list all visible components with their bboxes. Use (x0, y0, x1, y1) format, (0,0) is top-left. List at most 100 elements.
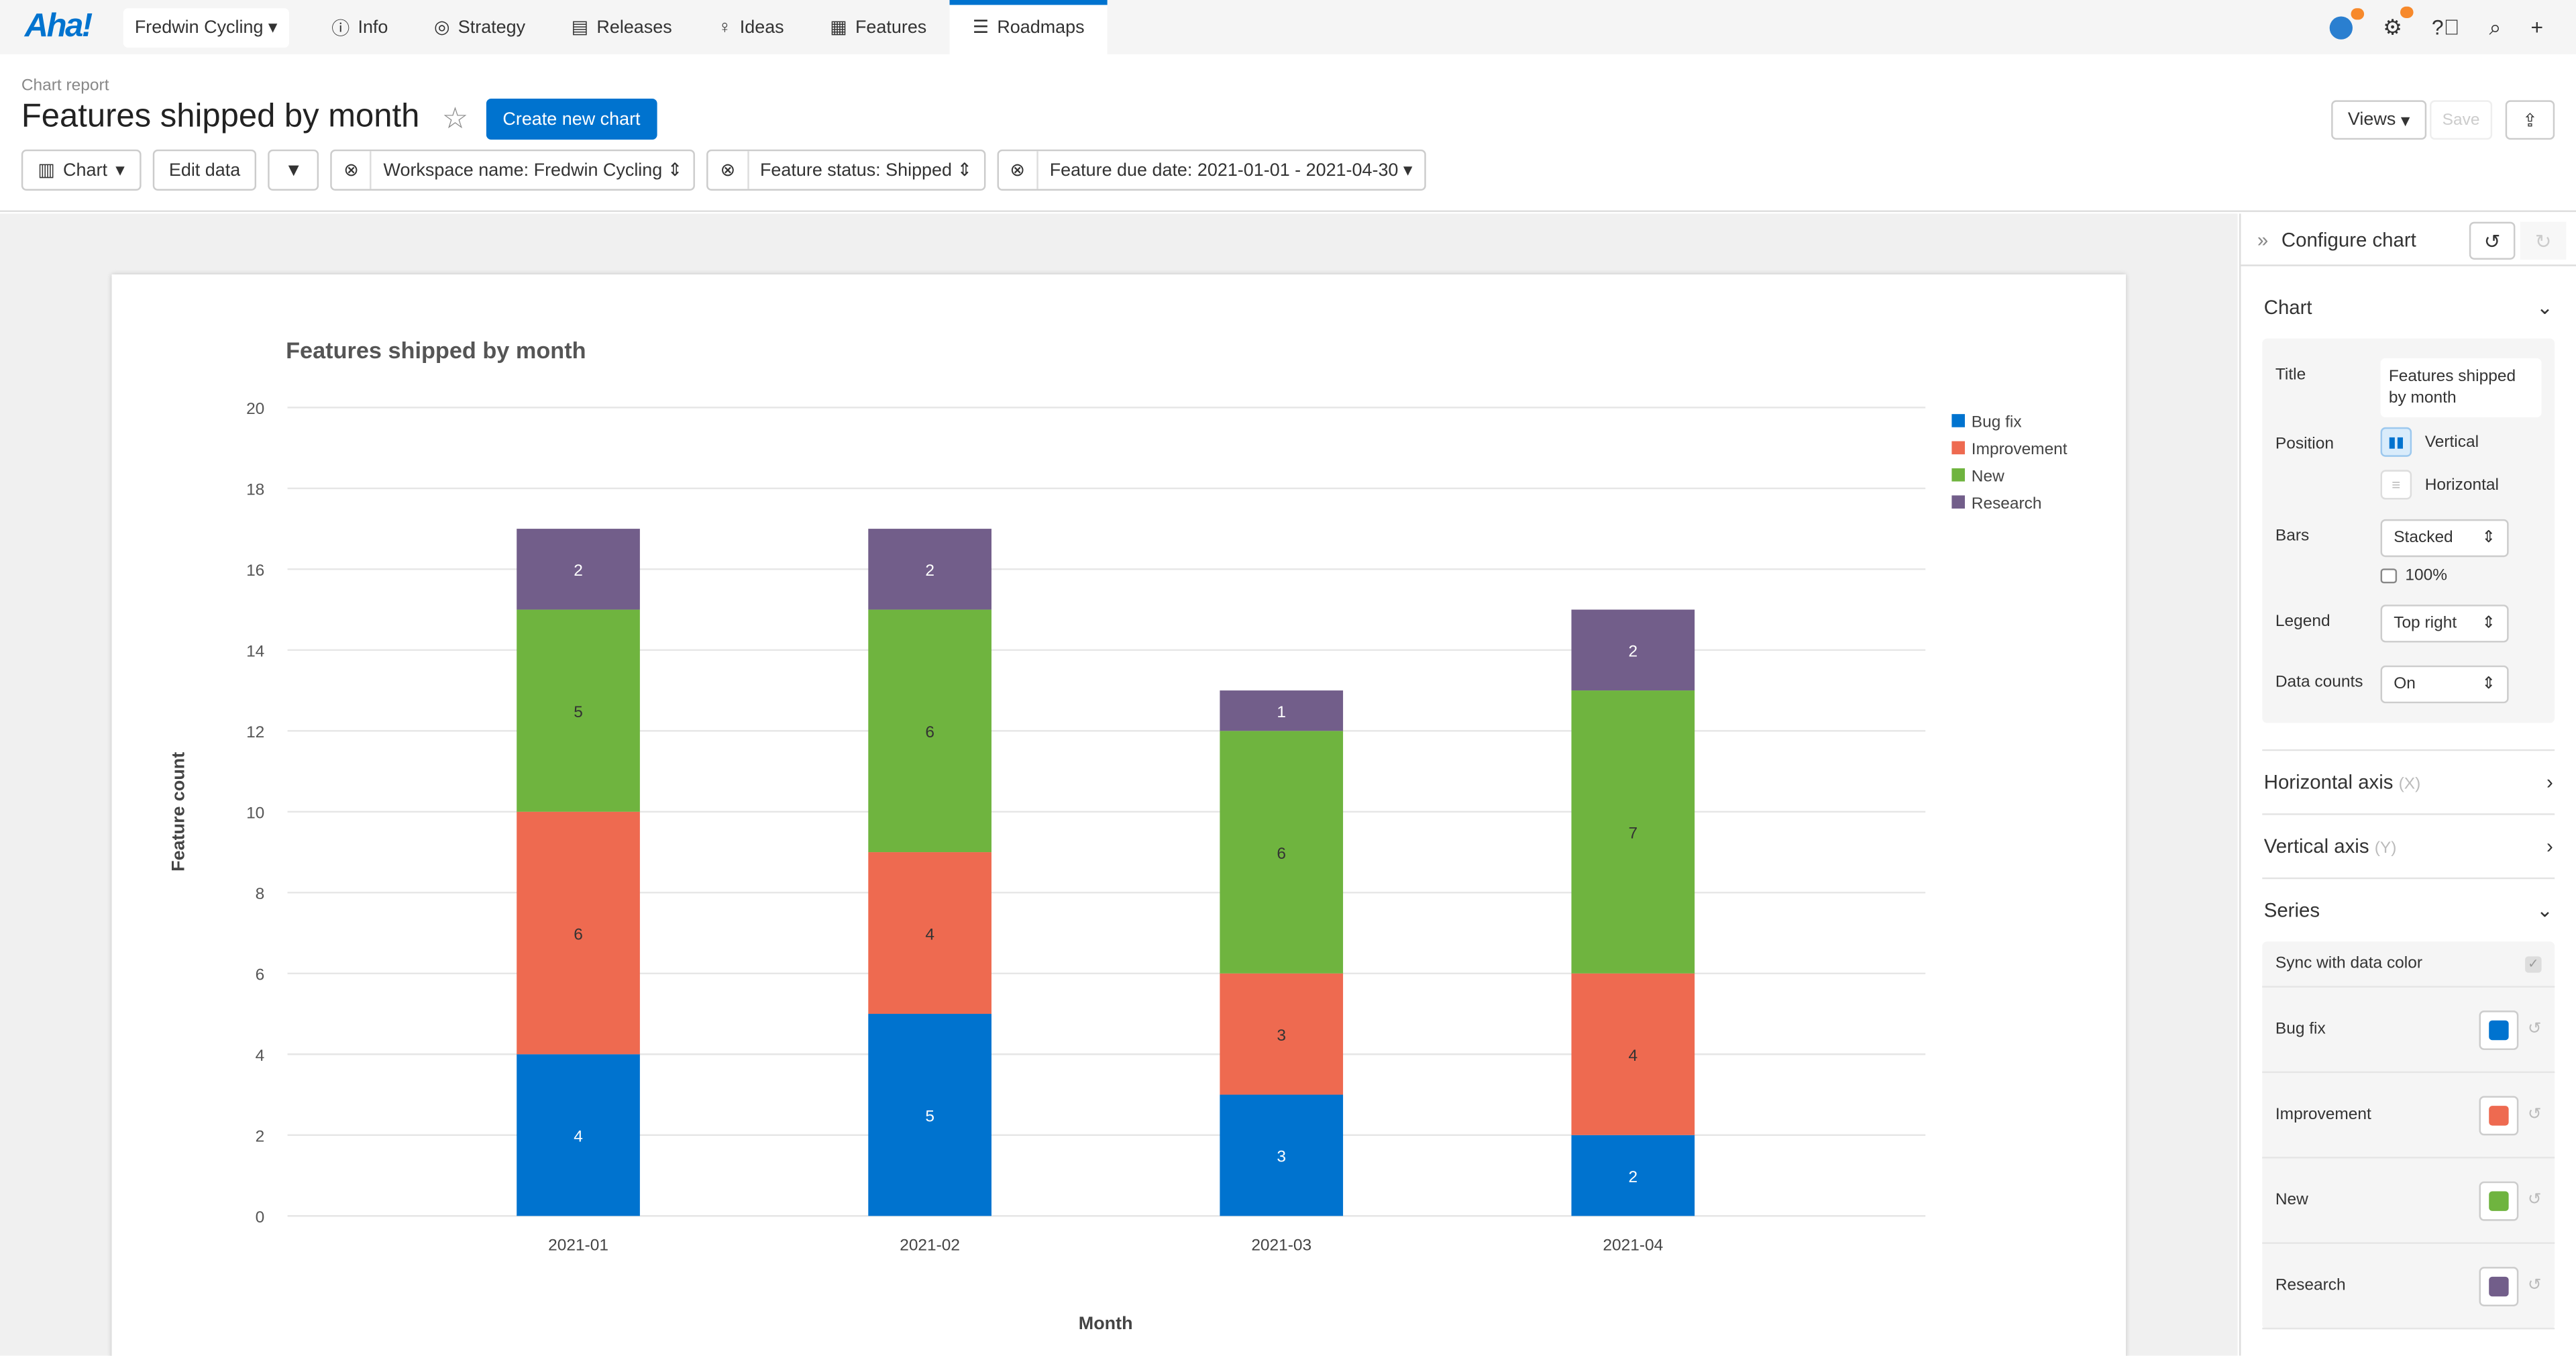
undo-button[interactable]: ↺ (2469, 221, 2516, 260)
nav-features[interactable]: ▦ Features (807, 0, 950, 54)
y-tick-label: 4 (256, 1047, 265, 1065)
bar-segment[interactable] (1220, 1094, 1344, 1216)
bar-segment[interactable] (1220, 731, 1344, 974)
edit-data-button[interactable]: Edit data (152, 149, 257, 191)
remove-filter-icon[interactable]: ⊗ (709, 151, 749, 189)
bar-chart: Features shipped by month024681012141618… (168, 338, 2068, 1333)
chart-section-header[interactable]: Chart ⌄ (2241, 276, 2576, 338)
search-icon[interactable]: ⌕ (2489, 13, 2502, 39)
label: Views (2347, 110, 2396, 130)
color-swatch[interactable] (2478, 1180, 2518, 1220)
legend-label[interactable]: Improvement (1972, 440, 2068, 458)
help-icon[interactable]: ?⃝ (2431, 15, 2460, 40)
workspace-selector[interactable]: Fredwin Cycling ▾ (123, 7, 289, 47)
nav-roadmaps[interactable]: ☰ Roadmaps (949, 0, 1108, 54)
lightbulb-icon: ♀ (718, 17, 732, 38)
nav-strategy[interactable]: ◎ Strategy (411, 0, 549, 54)
x-tick-label: 2021-04 (1603, 1237, 1663, 1255)
bar-segment[interactable] (868, 529, 991, 610)
plus-icon[interactable]: + (2530, 15, 2544, 40)
reset-icon[interactable]: ↺ (2528, 1020, 2542, 1039)
color-swatch[interactable] (2478, 1095, 2518, 1135)
chart-canvas: Features shipped by month 0 2 4 6 8 10 12 14 16 18… (0, 213, 2238, 1356)
bars-select[interactable]: Stacked ⇕ (2380, 519, 2509, 558)
bar-segment[interactable] (517, 1054, 640, 1216)
target-icon: ◎ (433, 17, 450, 38)
nav-label: Features (855, 17, 927, 38)
reset-icon[interactable]: ↺ (2528, 1191, 2542, 1210)
checkbox[interactable] (2380, 568, 2398, 584)
bar-segment[interactable] (868, 1014, 991, 1216)
bar-segment[interactable] (517, 529, 640, 610)
bar-segment[interactable] (868, 852, 991, 1014)
chart-settings: Title Features shipped by month Position … (2262, 338, 2555, 723)
bar-segment[interactable] (1571, 1135, 1695, 1216)
bar-segment[interactable] (517, 609, 640, 812)
chart-type-button[interactable]: ▥ Chart ▾ (21, 149, 142, 191)
filter-button[interactable]: ▼ (268, 149, 319, 191)
value: Stacked (2394, 529, 2453, 547)
bar-segment[interactable] (1220, 973, 1344, 1095)
breadcrumb: Chart report (21, 77, 109, 96)
nav-info[interactable]: ⓘ Info (309, 0, 411, 54)
bar-segment[interactable] (1220, 690, 1344, 731)
data-label: 5 (925, 1107, 934, 1125)
filter-status[interactable]: ⊗ Feature status: Shipped ⇕ (707, 149, 985, 191)
vertical-axis-section[interactable]: Vertical axis (Y) › (2241, 815, 2576, 878)
filter-label: Feature due date: 2021-01-01 - 2021-04-3… (1049, 160, 1399, 180)
page-title: Features shipped by month (21, 98, 420, 135)
bar-segment[interactable] (1571, 609, 1695, 691)
series-row: Research ↺ (2262, 1244, 2555, 1330)
nav-label: Releases (596, 17, 672, 38)
horizontal-bars-icon: ≡ (2380, 470, 2412, 500)
series-row: New ↺ (2262, 1159, 2555, 1244)
filter-due-date[interactable]: ⊗ Feature due date: 2021-01-01 - 2021-04-… (996, 149, 1426, 191)
data-label: 3 (1277, 1027, 1286, 1045)
section-title: Series (2263, 898, 2320, 922)
views-button[interactable]: Views ▾ (2331, 100, 2427, 140)
nav-releases[interactable]: ▤ Releases (548, 0, 695, 54)
reset-icon[interactable]: ↺ (2528, 1106, 2542, 1125)
create-new-chart-button[interactable]: Create new chart (486, 98, 657, 140)
legend-label[interactable]: New (1972, 468, 2004, 486)
remove-filter-icon[interactable]: ⊗ (998, 151, 1038, 189)
color-swatch[interactable] (2478, 1009, 2518, 1049)
caret-down-icon: ▾ (115, 161, 125, 181)
reset-icon[interactable]: ↺ (2528, 1276, 2542, 1295)
color-swatch[interactable] (2478, 1265, 2518, 1306)
position-horizontal[interactable]: ≡ Horizontal (2380, 470, 2499, 500)
bar-segment[interactable] (868, 609, 991, 853)
data-counts-select[interactable]: On ⇕ (2380, 665, 2509, 704)
redo-button[interactable]: ↻ (2520, 221, 2567, 260)
position-vertical[interactable]: ▮▮ Vertical (2380, 427, 2499, 457)
series-section[interactable]: Series ⌄ (2241, 879, 2576, 941)
avatar[interactable] (2330, 7, 2365, 39)
label: Sync with data color (2275, 954, 2423, 973)
collapse-panel-icon[interactable]: » (2257, 227, 2269, 251)
share-icon[interactable]: ⇪ (2505, 100, 2555, 140)
gear-icon[interactable]: ⚙ (2383, 5, 2414, 40)
legend-label[interactable]: Research (1972, 494, 2042, 513)
sync-checkbox[interactable]: ✓ (2525, 955, 2542, 972)
title-input[interactable]: Features shipped by month (2380, 358, 2542, 418)
data-label: 4 (925, 925, 934, 943)
save-button[interactable]: Save (2430, 100, 2493, 140)
remove-filter-icon[interactable]: ⊗ (332, 151, 372, 189)
filter-workspace[interactable]: ⊗ Workspace name: Fredwin Cycling ⇕ (330, 149, 696, 191)
horizontal-axis-section[interactable]: Horizontal axis (X) › (2241, 751, 2576, 813)
bar-segment[interactable] (1571, 973, 1695, 1135)
x-tick-label: 2021-02 (900, 1237, 960, 1255)
bar-segment[interactable] (1571, 690, 1695, 974)
nav-label: Ideas (739, 17, 784, 38)
roadmap-icon: ☰ (972, 17, 989, 38)
percent-checkbox[interactable]: 100% (2380, 567, 2509, 585)
calendar-icon: ▤ (571, 17, 589, 38)
legend-label[interactable]: Bug fix (1972, 413, 2022, 431)
aha-logo[interactable]: Aha! (24, 8, 93, 45)
y-tick-label: 2 (256, 1128, 265, 1146)
legend-select[interactable]: Top right ⇕ (2380, 605, 2509, 643)
label: Data counts (2275, 674, 2363, 692)
bar-segment[interactable] (517, 811, 640, 1055)
nav-ideas[interactable]: ♀ Ideas (695, 0, 807, 54)
star-icon[interactable]: ☆ (441, 101, 469, 135)
